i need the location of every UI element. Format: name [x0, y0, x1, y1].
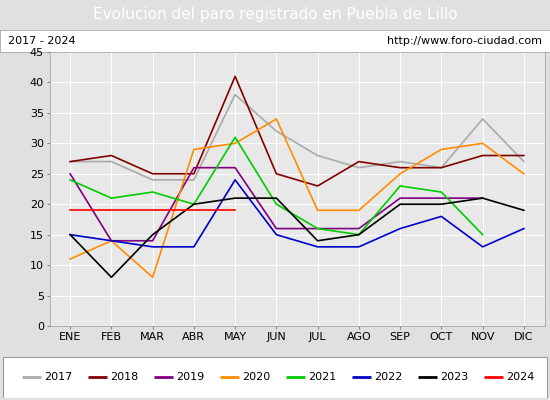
Text: 2022: 2022: [374, 372, 403, 382]
Text: 2020: 2020: [242, 372, 270, 382]
Text: 2017: 2017: [44, 372, 72, 382]
Text: Evolucion del paro registrado en Puebla de Lillo: Evolucion del paro registrado en Puebla …: [93, 8, 457, 22]
Text: 2024: 2024: [506, 372, 535, 382]
Text: 2018: 2018: [110, 372, 138, 382]
Text: 2017 - 2024: 2017 - 2024: [8, 36, 76, 46]
Text: http://www.foro-ciudad.com: http://www.foro-ciudad.com: [387, 36, 542, 46]
Text: 2023: 2023: [440, 372, 468, 382]
Text: 2021: 2021: [308, 372, 336, 382]
Text: 2019: 2019: [176, 372, 204, 382]
